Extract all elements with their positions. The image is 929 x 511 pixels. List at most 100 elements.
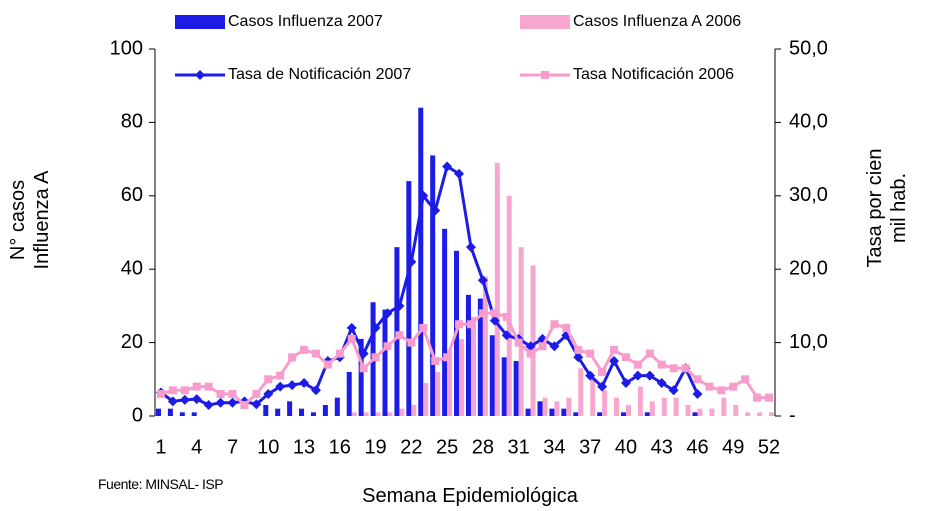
marker (693, 375, 702, 384)
x-tick-label: 34 (543, 436, 565, 458)
bar (518, 247, 524, 416)
marker (525, 341, 536, 352)
bar (566, 397, 572, 416)
x-tick-label: 46 (686, 436, 708, 458)
x-tick-label: 4 (191, 436, 202, 458)
marker (598, 367, 607, 376)
x-tick-label: 1 (155, 436, 166, 458)
x-tick-label: 40 (615, 436, 637, 458)
marker (180, 386, 189, 395)
marker (610, 345, 619, 354)
bar (406, 181, 412, 416)
bar (287, 401, 293, 416)
bar (661, 397, 667, 416)
marker (502, 312, 511, 321)
legend-marker (541, 71, 549, 79)
marker (406, 256, 417, 267)
y2-tick-label: 50,0 (789, 37, 828, 59)
y-axis-title: N° casos Influenza A (7, 170, 53, 270)
x-tick-label: 25 (436, 436, 458, 458)
legend-marker (195, 70, 205, 80)
bar (506, 195, 512, 416)
marker (275, 381, 286, 392)
bar (673, 397, 679, 416)
marker (191, 394, 202, 405)
marker (347, 334, 356, 343)
marker (264, 375, 273, 384)
marker (179, 394, 190, 405)
marker (657, 360, 666, 369)
marker (620, 377, 631, 388)
marker (227, 397, 238, 408)
marker (287, 380, 298, 391)
marker (240, 400, 249, 409)
marker (765, 393, 774, 402)
bar (430, 155, 436, 416)
marker (299, 377, 310, 388)
bar (465, 294, 471, 416)
marker (311, 349, 320, 358)
bar (346, 371, 352, 416)
marker (263, 388, 274, 399)
x-tick-label: 37 (579, 436, 601, 458)
bar (263, 404, 269, 416)
line (160, 164, 699, 407)
y-tick-label: 80 (121, 111, 143, 133)
y2-tick-label: 40,0 (789, 111, 828, 133)
x-tick-label: 52 (758, 436, 780, 458)
marker (549, 341, 560, 352)
y-tick-label: 40 (121, 257, 143, 279)
marker (418, 190, 429, 201)
bar (578, 368, 584, 416)
bar (513, 360, 519, 416)
x-tick-label: 28 (472, 436, 494, 458)
bar (620, 412, 626, 416)
marker (430, 205, 441, 216)
marker (310, 385, 321, 396)
bar (435, 371, 441, 416)
marker (668, 385, 679, 396)
y2-tick-label: 30,0 (789, 184, 828, 206)
marker (597, 381, 608, 392)
marker (442, 161, 453, 172)
marker (466, 320, 475, 329)
bar (179, 412, 185, 416)
marker (562, 323, 571, 332)
y-tick-label: 100 (110, 37, 143, 59)
bar (155, 408, 161, 416)
x-tick-label: 22 (400, 436, 422, 458)
bar (597, 412, 603, 416)
marker (323, 360, 332, 369)
source-note: Fuente: MINSAL- ISP (98, 476, 224, 492)
x-tick-label: 16 (329, 436, 351, 458)
marker (478, 309, 487, 318)
x-tick-label: 19 (364, 436, 386, 458)
marker (490, 309, 499, 318)
bar (418, 107, 424, 416)
marker (215, 397, 226, 408)
bar (554, 401, 560, 416)
bar (721, 397, 727, 416)
bar (423, 382, 429, 416)
bar (494, 162, 500, 416)
marker (656, 377, 667, 388)
x-tick-label: 49 (722, 436, 744, 458)
legend-label: Casos Influenza 2007 (228, 13, 383, 30)
bar (614, 397, 620, 416)
marker (346, 322, 357, 333)
marker (717, 386, 726, 395)
y2-axis-title: Tasa por cien mil hab. (864, 148, 910, 268)
marker (335, 349, 344, 358)
marker (204, 382, 213, 391)
marker (633, 360, 642, 369)
legend-label: Casos Influenza A 2006 (573, 13, 741, 30)
marker (407, 338, 416, 347)
marker (394, 300, 405, 311)
marker (586, 349, 595, 358)
bar (530, 265, 536, 416)
marker (359, 364, 368, 373)
marker (574, 345, 583, 354)
bar (709, 408, 715, 416)
